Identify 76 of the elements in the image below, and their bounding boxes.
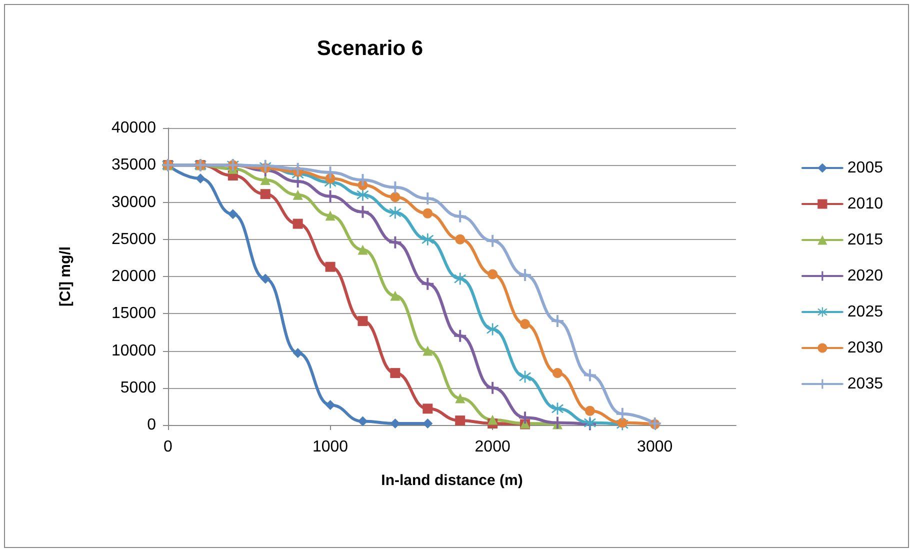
x-tick-label: 0 bbox=[164, 438, 173, 456]
point bbox=[390, 192, 400, 202]
point bbox=[356, 206, 369, 218]
y-tick-label: 20000 bbox=[112, 268, 156, 285]
x-tick-label: 1000 bbox=[312, 438, 348, 456]
point bbox=[552, 368, 562, 378]
legend-label: 2035 bbox=[847, 376, 884, 392]
point bbox=[488, 269, 498, 280]
point bbox=[486, 234, 499, 247]
y-tick-label: 0 bbox=[147, 416, 156, 434]
point bbox=[260, 189, 270, 200]
point bbox=[292, 190, 303, 200]
y-axis-title: [Cl] mg/l bbox=[57, 246, 74, 306]
point bbox=[228, 209, 238, 220]
point bbox=[325, 262, 336, 272]
point bbox=[454, 330, 466, 342]
chart-title: Scenario 6 bbox=[316, 37, 424, 60]
point bbox=[455, 416, 466, 426]
legend-label: 2015 bbox=[847, 232, 884, 248]
x-axis-title: In-land distance (m) bbox=[381, 472, 523, 489]
point bbox=[358, 244, 368, 255]
point bbox=[422, 233, 434, 246]
point bbox=[390, 290, 400, 301]
x-tick-label: 2000 bbox=[474, 438, 510, 456]
point bbox=[551, 315, 564, 328]
point bbox=[422, 192, 434, 205]
point bbox=[260, 274, 270, 284]
point bbox=[422, 404, 433, 414]
point bbox=[292, 348, 303, 358]
point bbox=[616, 408, 628, 420]
point bbox=[584, 369, 596, 382]
point bbox=[390, 418, 400, 429]
y-tick-label: 10000 bbox=[112, 342, 156, 360]
point bbox=[488, 414, 498, 425]
y-tick-label: 40000 bbox=[112, 120, 156, 136]
point bbox=[389, 206, 402, 219]
point bbox=[325, 210, 336, 221]
point bbox=[195, 173, 206, 184]
legend-label: 2005 bbox=[847, 160, 884, 176]
point bbox=[389, 181, 402, 194]
point bbox=[520, 319, 530, 330]
y-tick-label: 25000 bbox=[112, 230, 156, 248]
point bbox=[292, 218, 303, 229]
legend-label: 2020 bbox=[847, 268, 884, 284]
y-tick-label: 5000 bbox=[120, 379, 156, 396]
point bbox=[356, 188, 369, 201]
point bbox=[454, 272, 466, 285]
legend-label: 2030 bbox=[847, 340, 884, 356]
point bbox=[454, 210, 466, 222]
point bbox=[260, 174, 270, 185]
point bbox=[617, 418, 628, 428]
point bbox=[519, 269, 532, 282]
point bbox=[358, 316, 368, 326]
y-tick-label: 35000 bbox=[112, 156, 156, 174]
x-tick-label: 3000 bbox=[637, 438, 673, 456]
point bbox=[325, 400, 336, 410]
point bbox=[422, 418, 433, 429]
point bbox=[422, 346, 433, 356]
point bbox=[486, 323, 499, 336]
point bbox=[486, 382, 499, 394]
y-tick-label: 30000 bbox=[112, 194, 156, 211]
point bbox=[551, 402, 564, 415]
legend-label: 2025 bbox=[847, 304, 884, 320]
point bbox=[519, 370, 532, 383]
point bbox=[292, 162, 304, 175]
point bbox=[422, 278, 434, 290]
point bbox=[455, 234, 466, 244]
point bbox=[455, 393, 466, 404]
point bbox=[358, 416, 368, 426]
point bbox=[324, 190, 336, 202]
point bbox=[390, 368, 400, 378]
legend-label: 2010 bbox=[847, 196, 884, 212]
point bbox=[584, 406, 595, 416]
y-tick-label: 15000 bbox=[112, 305, 156, 322]
point bbox=[389, 236, 402, 248]
point bbox=[422, 208, 433, 218]
